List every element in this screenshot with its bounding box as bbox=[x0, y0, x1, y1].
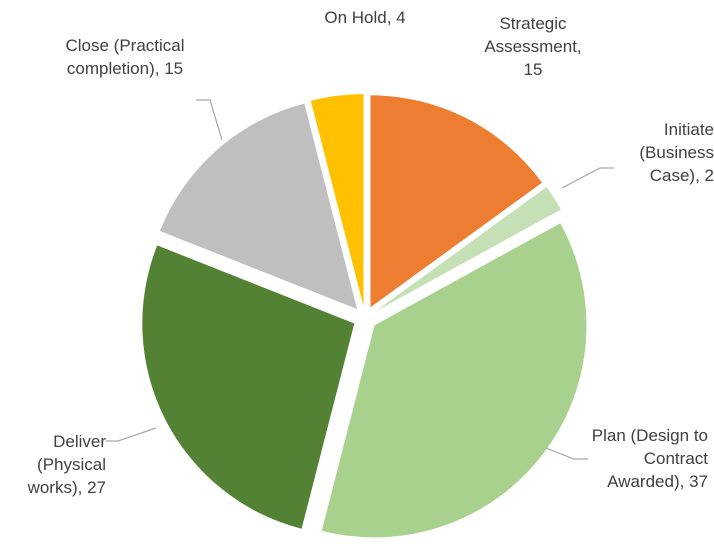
pie-slice bbox=[310, 94, 364, 307]
label-separator: , bbox=[77, 478, 88, 497]
data-label: On Hold, 4 bbox=[300, 6, 430, 29]
label-value: 15 bbox=[523, 60, 543, 79]
data-label: Close (Practical completion), 15 bbox=[60, 34, 190, 80]
data-label: Plan (Design to Contract Awarded), 37 bbox=[586, 424, 708, 493]
label-separator: , bbox=[576, 37, 587, 56]
leader-line bbox=[545, 447, 588, 460]
label-category: Strategic Assessment bbox=[484, 14, 577, 56]
data-label: Strategic Assessment, 15 bbox=[478, 12, 588, 81]
pie-slice bbox=[321, 223, 587, 538]
label-category: Initiate (Business Case) bbox=[639, 120, 714, 185]
label-separator: , bbox=[386, 8, 397, 27]
label-value: 4 bbox=[396, 8, 406, 27]
pie-slice bbox=[370, 95, 542, 308]
label-category: Plan (Design to Contract Awarded) bbox=[591, 426, 708, 491]
leader-line bbox=[106, 427, 157, 442]
pie-slice bbox=[159, 103, 358, 309]
label-separator: , bbox=[679, 472, 690, 491]
leader-line bbox=[561, 167, 614, 189]
label-value: 2 bbox=[704, 166, 714, 185]
label-value: 15 bbox=[164, 59, 184, 78]
label-category: Close (Practical completion) bbox=[65, 36, 185, 78]
label-value: 27 bbox=[87, 478, 106, 497]
data-label: Deliver (Physical works), 27 bbox=[6, 430, 106, 499]
label-category: Deliver (Physical works) bbox=[27, 432, 106, 497]
label-value: 37 bbox=[689, 472, 708, 491]
leader-line bbox=[196, 99, 223, 141]
pie-slice bbox=[142, 245, 355, 529]
label-separator: , bbox=[695, 166, 705, 185]
label-separator: , bbox=[154, 59, 165, 78]
data-label: Initiate (Business Case), 2 bbox=[616, 118, 714, 187]
label-category: On Hold bbox=[324, 8, 387, 27]
pie-slice bbox=[375, 186, 561, 312]
